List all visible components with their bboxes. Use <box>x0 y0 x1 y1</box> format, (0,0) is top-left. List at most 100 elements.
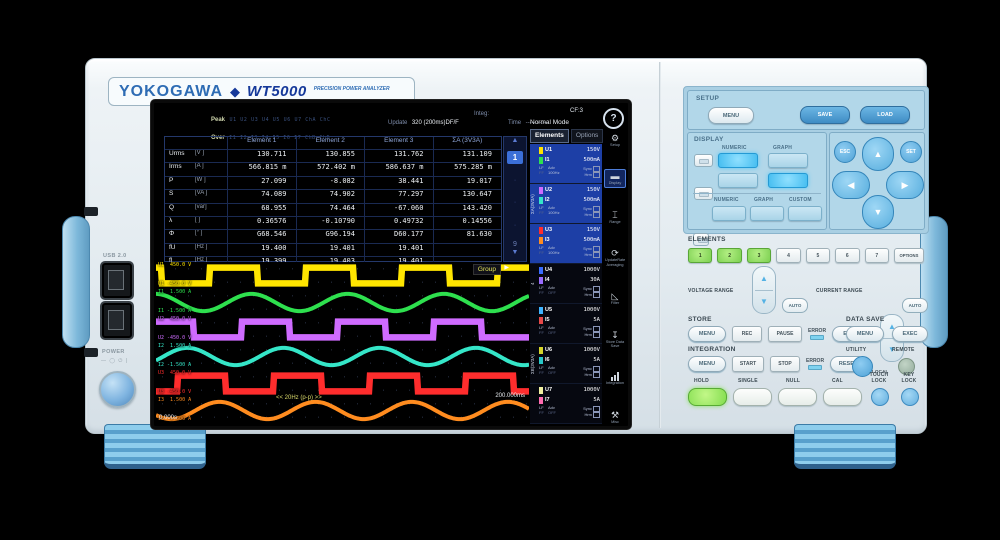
cell-value: 131.109 <box>432 150 502 163</box>
cell-value: D60.177 <box>364 230 433 243</box>
element-key-1[interactable]: 1 <box>688 248 713 263</box>
integration-menu-button[interactable]: MENU <box>688 356 726 372</box>
page-dot: · <box>513 177 517 185</box>
options-key[interactable]: OPTIONS <box>893 248 924 263</box>
start-button[interactable]: START <box>732 356 764 372</box>
element-key-4[interactable]: 4 <box>776 248 801 263</box>
display-c-custom-button[interactable] <box>788 206 822 221</box>
row-unit: [Hz ] <box>195 243 208 250</box>
softkey-setup[interactable]: ⚙ Setup <box>604 131 626 149</box>
display-c-indicator-button[interactable] <box>693 233 709 246</box>
display-a-indicator-button[interactable] <box>694 154 713 167</box>
current-range-value: 500mA <box>583 196 600 203</box>
rec-button[interactable]: REC <box>732 326 762 342</box>
exec-button[interactable]: EXEC <box>892 326 928 342</box>
element-body: U7 1000V I7 5A LF FF Adv OFF Sync Hrm <box>538 384 602 423</box>
voltage-down-icon[interactable]: ▼ <box>760 297 768 306</box>
element-key-2[interactable]: 2 <box>717 248 742 263</box>
display-c-graph-button[interactable] <box>750 206 784 221</box>
down-arrow-button[interactable]: ▼ <box>862 195 894 229</box>
softkey-display[interactable]: ▬ Display <box>604 169 626 188</box>
voltage-row: U5 1000V <box>539 305 600 315</box>
current-up-icon[interactable]: ▲ <box>888 322 896 331</box>
element-block-7[interactable]: U7 1000V I7 5A LF FF Adv OFF Sync Hrm <box>530 384 602 424</box>
misc-label: Misc <box>611 419 619 424</box>
row-unit: [var] <box>195 203 207 210</box>
tab-options[interactable]: Options <box>570 129 604 143</box>
display-b-graph-button[interactable] <box>768 173 808 188</box>
voltage-range-rocker[interactable]: ▲ ▼ <box>752 266 776 314</box>
softkey-misc[interactable]: ⚒ Misc <box>604 408 626 424</box>
help-icon[interactable]: ? <box>603 108 624 129</box>
update-rate-icon: ⟳ <box>611 248 619 259</box>
setup-menu-button[interactable]: MENU <box>708 107 754 124</box>
store-menu-button[interactable]: MENU <box>688 326 726 342</box>
touch-lock-button[interactable] <box>871 388 889 406</box>
null-button[interactable] <box>778 388 817 406</box>
softkey-update-rate[interactable]: ⟳ UpdateRate Averaging <box>604 246 626 268</box>
utility-button[interactable] <box>852 356 873 377</box>
element-block-4[interactable]: U4 1000V I4 30A LF FF Adv OFF Sync Hrm <box>530 264 602 304</box>
single-button[interactable] <box>733 388 772 406</box>
load-button[interactable]: LOAD <box>860 106 910 124</box>
power-button[interactable] <box>99 371 136 408</box>
last-page-indicator[interactable]: 9 <box>513 240 517 248</box>
hrm-label: Hrm <box>583 252 600 258</box>
key-lock-button[interactable] <box>901 388 919 406</box>
hold-button[interactable] <box>688 388 727 406</box>
element-block-6[interactable]: U6 1000V I6 5A LF FF Adv OFF Sync Hrm <box>530 344 602 384</box>
softkey-integration[interactable]: Integration <box>604 370 626 387</box>
data-save-menu-button[interactable]: MENU <box>846 326 884 342</box>
cal-button[interactable] <box>823 388 862 406</box>
voltage-auto-button[interactable]: AUTO <box>782 298 808 313</box>
current-page-indicator[interactable]: 1 <box>507 151 523 164</box>
row-unit: [Hz ] <box>195 257 208 264</box>
scroll-up-icon[interactable]: ▲ <box>511 137 519 144</box>
bar <box>611 377 613 382</box>
ff-label: FF <box>539 169 544 175</box>
softkey-store-data-save[interactable]: ↧ Store Data Save <box>604 328 626 350</box>
element-key-7[interactable]: 7 <box>864 248 889 263</box>
stop-button[interactable]: STOP <box>770 356 800 372</box>
ff-label: FF <box>539 409 544 415</box>
scroll-down-icon[interactable]: ▼ <box>511 249 519 256</box>
left-arrow-button[interactable]: ◀ <box>832 171 870 199</box>
corner <box>195 137 227 149</box>
tab-elements[interactable]: Elements <box>530 129 569 143</box>
element-block-1[interactable]: U1 150V I1 500mA LF FF Adv 100Hz Sync Hrm <box>530 144 602 184</box>
set-button[interactable]: SET <box>900 141 922 163</box>
sync-box <box>593 206 600 212</box>
voltage-color-bar <box>539 146 543 154</box>
softkey-range[interactable]: ⌶ Range <box>604 208 626 226</box>
display-a-numeric-button[interactable] <box>718 153 758 168</box>
current-auto-button[interactable]: AUTO <box>902 298 928 313</box>
voltage-up-icon[interactable]: ▲ <box>760 274 768 283</box>
right-arrow-button[interactable]: ▶ <box>886 171 924 199</box>
display-a-graph-button[interactable] <box>768 153 808 168</box>
display-c-numeric-button[interactable] <box>712 206 746 221</box>
save-button[interactable]: SAVE <box>800 106 850 124</box>
lf-ff: LF FF <box>539 205 548 218</box>
voltage-color-bar <box>539 306 543 314</box>
cursor-icon: ▶ <box>504 265 509 271</box>
element-block-5[interactable]: U5 1000V I5 5A LF FF Adv OFF Sync Hrm <box>530 304 602 344</box>
cell-value: 586.637 m <box>364 163 433 176</box>
element-block-2[interactable]: U2 150V I2 500mA LF FF Adv 100Hz Sync Hrm <box>530 184 602 224</box>
element-block-3[interactable]: U3 150V I3 500mA LF FF Adv 100Hz Sync Hrm <box>530 224 602 264</box>
group-button[interactable]: Group <box>472 264 501 276</box>
up-arrow-button[interactable]: ▲ <box>862 137 894 171</box>
esc-button[interactable]: ESC <box>834 141 856 163</box>
current-down-icon[interactable]: ▼ <box>888 345 896 354</box>
pause-button[interactable]: PAUSE <box>768 326 802 342</box>
element-key-6[interactable]: 6 <box>835 248 860 263</box>
touch-screen: Peak U1 U2 U3 U4 U5 U6 U7 ChA ChC Over I… <box>150 99 632 430</box>
current-range-value: 30A <box>590 276 600 283</box>
scale-top-U3: U3 450.0 V <box>158 370 192 376</box>
display-b-numeric-button[interactable] <box>718 173 758 188</box>
row-label: Φ <box>169 230 175 238</box>
softkey-filter[interactable]: ◺ Filter <box>604 289 626 307</box>
usb-port-1 <box>100 261 134 300</box>
element-key-3[interactable]: 3 <box>746 248 772 263</box>
group-label: ΣB(3V3A) <box>530 354 535 374</box>
element-key-5[interactable]: 5 <box>805 248 831 263</box>
